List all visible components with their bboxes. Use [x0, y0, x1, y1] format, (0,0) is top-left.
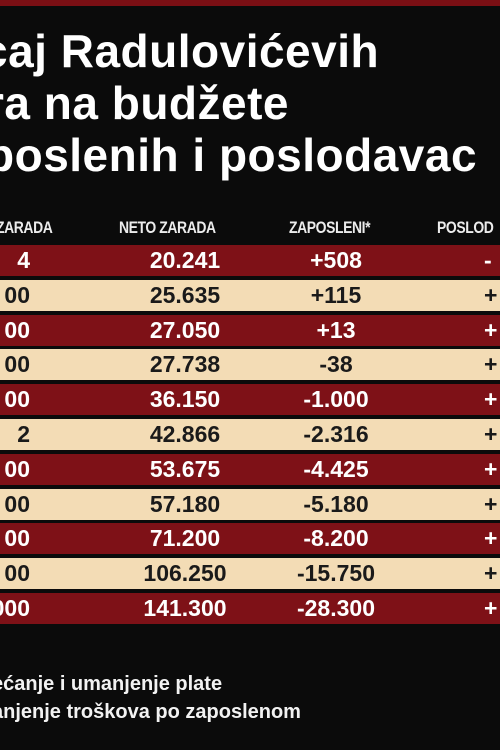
table-cell-c2: 71.200 [149, 525, 221, 552]
data-table: 4 20.241 +508 - 00 25.635 +115 +00 27.050 +13 +00 2… [0, 245, 500, 628]
table-row: 00 57.180 -5.180 + [0, 488, 500, 520]
table-cell-c3: -38 [319, 351, 353, 378]
table-cell-c2: 36.150 [149, 386, 221, 413]
headline-line-1: caj Radulovićevih [0, 26, 380, 77]
table-cell-c4: + [484, 420, 498, 447]
table-cell-c3: -5.180 [303, 490, 369, 517]
table-cell-c3: +13 [316, 316, 356, 343]
table-cell-c4: + [484, 386, 498, 413]
table-cell-c3: -15.750 [296, 560, 375, 587]
table-cell-c3: -28.300 [296, 594, 375, 621]
table-row: 2 42.866 -2.316 + [0, 418, 500, 450]
table-header: ZARADA NETO ZARADA ZAPOSLENI* POSLOD [0, 212, 500, 242]
headline: caj Radulovićevih ra na budžete poslenih… [0, 26, 500, 182]
table-cell-c1: 00 [4, 386, 30, 413]
table-row: 00 25.635 +115 + [0, 279, 500, 311]
column-header-poslodavci: POSLOD [437, 218, 494, 237]
table-row: 00 36.150 -1.000 + [0, 384, 500, 416]
table-cell-c4: + [484, 560, 498, 587]
table-cell-c1: 2 [17, 420, 30, 447]
table-cell-c1: 00 [4, 490, 30, 517]
table-cell-c1: 000 [0, 594, 30, 621]
table-cell-c4: + [484, 455, 498, 482]
table-row: 000 141.300 -28.300 + [0, 592, 500, 624]
table-cell-c4: - [484, 247, 492, 273]
table-cell-c1: 00 [4, 281, 30, 308]
table-cell-c2: 27.050 [149, 316, 221, 343]
table-cell-c2: 25.635 [149, 281, 221, 308]
table-cell-c3: -2.316 [303, 420, 369, 447]
table-cell-c3: -4.425 [303, 455, 369, 482]
headline-line-3: poslenih i poslodavac [0, 129, 478, 181]
footnote-line-2: anjenje troškova po zaposlenom [0, 701, 301, 723]
table-cell-c1: 00 [4, 351, 30, 378]
table-cell-c2: 106.250 [143, 560, 227, 587]
table-row: 4 20.241 +508 - [0, 245, 500, 276]
footnote-line-1: ećanje i umanjenje plate [0, 673, 223, 695]
table-row: 00 106.250 -15.750 + [0, 558, 500, 590]
table-cell-c1: 00 [4, 525, 30, 552]
table-cell-c1: 00 [4, 316, 30, 343]
table-cell-c1: 00 [4, 455, 30, 482]
table-cell-c4: + [484, 525, 498, 552]
column-header-zaposleni: ZAPOSLENI* [289, 218, 371, 237]
column-header-neto-zarada: NETO ZARADA [119, 218, 216, 237]
table-cell-c4: + [484, 316, 498, 343]
table-cell-c4: + [484, 490, 498, 517]
column-header-zarada: ZARADA [0, 218, 53, 237]
table-cell-c3: -8.200 [303, 525, 369, 552]
table-row: 00 53.675 -4.425 + [0, 453, 500, 485]
table-cell-c3: +115 [310, 281, 362, 308]
table-cell-c2: 27.738 [149, 351, 221, 378]
table-cell-c4: + [484, 351, 498, 378]
table-cell-c2: 42.866 [149, 420, 221, 447]
table-row: 00 27.738 -38 + [0, 349, 500, 381]
table-cell-c2: 53.675 [149, 455, 221, 482]
table-cell-c3: -1.000 [303, 386, 369, 413]
table-cell-c1: 00 [4, 560, 30, 587]
table-row: 00 27.050 +13 + [0, 314, 500, 346]
headline-line-2: ra na budžete [0, 77, 290, 129]
table-cell-c4: + [484, 594, 498, 621]
table-cell-c2: 57.180 [149, 490, 221, 517]
footnote: ećanje i umanjenje plate anjenje troškov… [0, 670, 500, 726]
table-cell-c2: 141.300 [143, 594, 227, 621]
table-cell-c3: +508 [310, 247, 362, 273]
table-row: 00 71.200 -8.200 + [0, 523, 500, 555]
table-cell-c4: + [484, 281, 498, 308]
table-cell-c2: 20.241 [149, 247, 221, 273]
table-cell-c1: 4 [17, 247, 30, 273]
